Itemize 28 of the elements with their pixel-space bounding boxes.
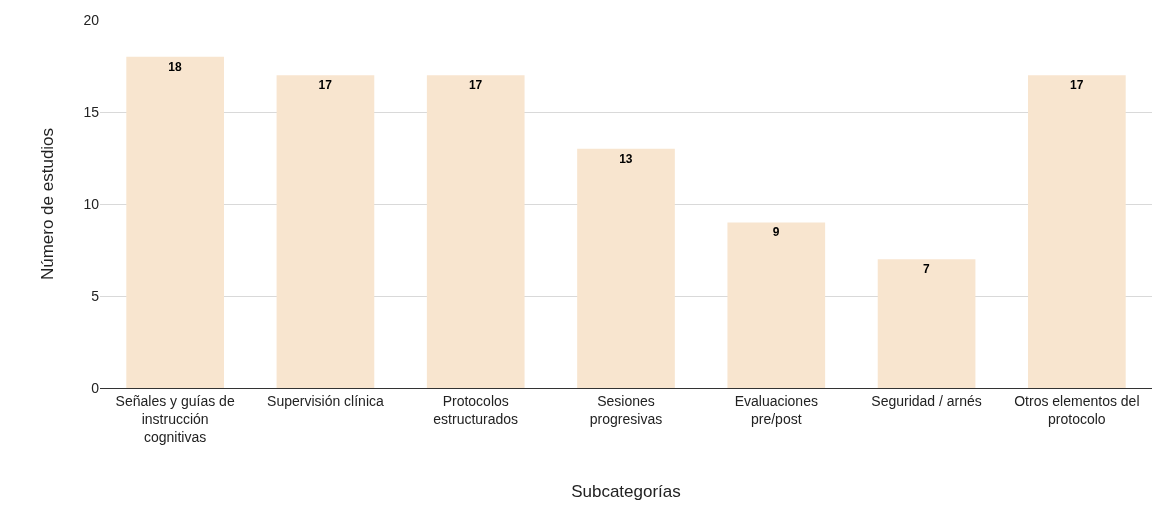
x-tick-label: Otros elementos del protocolo [1014, 392, 1140, 427]
y-tick-label: 0 [91, 379, 100, 396]
y-axis-title: Número de estudios [37, 127, 57, 281]
x-tick-label: Seguridad / arnés [871, 392, 982, 409]
bar [1028, 75, 1126, 388]
data-label: 18 [168, 59, 182, 74]
data-label: 9 [772, 225, 780, 240]
bar [877, 259, 976, 388]
x-tick-label: Señales y guías de instrucción cognitivas [115, 392, 235, 446]
x-tick-label: Protocolos estructurados [433, 392, 519, 427]
bar [276, 75, 375, 388]
y-tick-label: 10 [83, 195, 100, 212]
bar [577, 148, 675, 388]
data-label: 17 [318, 78, 333, 93]
x-tick-label: Supervisión clínica [267, 392, 384, 409]
data-label: 17 [468, 78, 483, 93]
x-axis-title: Subcategorías [571, 481, 681, 501]
bar [126, 56, 224, 388]
data-label: 7 [923, 262, 931, 277]
data-label: 13 [619, 151, 633, 166]
data-label: 17 [1070, 78, 1084, 93]
y-tick-label: 20 [83, 11, 100, 28]
bar [727, 222, 826, 388]
bar [426, 75, 525, 388]
x-tick-label: Sesiones progresivas [589, 392, 663, 427]
y-tick-label: 15 [83, 103, 100, 120]
y-tick-label: 5 [91, 287, 100, 304]
x-tick-label: Evaluaciones pre/post [734, 392, 818, 427]
